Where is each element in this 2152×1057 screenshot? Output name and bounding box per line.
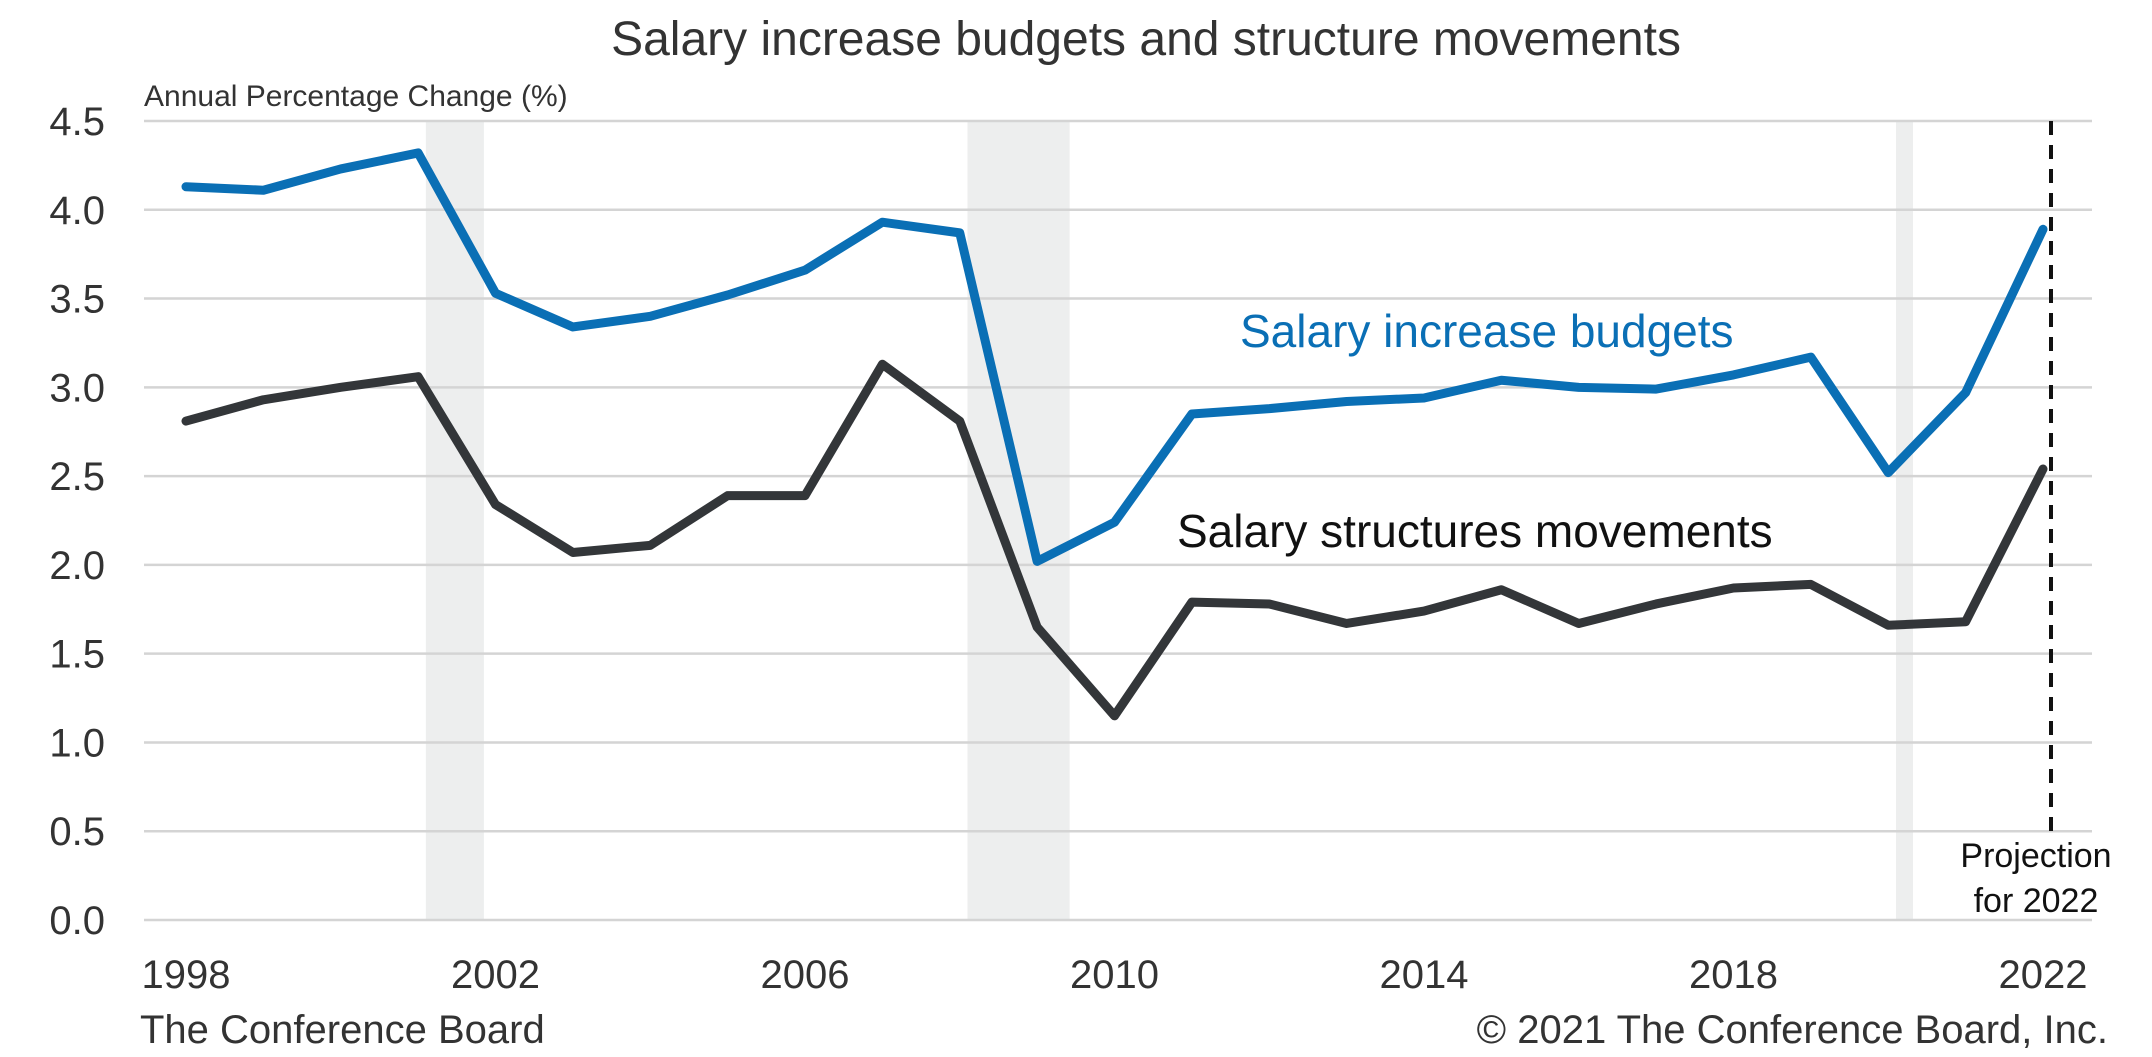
y-axis-ticks: 0.0 0.5 1.0 1.5 2.0 2.5 3.0 3.5 4.0 4.5 — [49, 100, 105, 943]
x-tick-2006: 2006 — [761, 953, 850, 997]
recession-band-1 — [425, 121, 484, 920]
x-tick-2014: 2014 — [1380, 953, 1469, 997]
series-lines — [181, 148, 2048, 721]
y-tick-0.5: 0.5 — [49, 810, 105, 854]
y-tick-2.0: 2.0 — [49, 544, 105, 588]
x-tick-1998: 1998 — [142, 953, 231, 997]
chart-title: Salary increase budgets and structure mo… — [611, 13, 1681, 66]
y-tick-0.0: 0.0 — [49, 899, 105, 943]
projection-label-line2: for 2022 — [1974, 882, 2099, 920]
series-line-salary-structures-movements — [181, 359, 2048, 721]
source-right: © 2021 The Conference Board, Inc. — [1477, 1008, 2108, 1052]
y-tick-4.0: 4.0 — [49, 189, 105, 233]
x-tick-2002: 2002 — [451, 953, 540, 997]
x-tick-2010: 2010 — [1070, 953, 1159, 997]
projection-label-line1: Projection — [1960, 837, 2111, 875]
x-tick-2018: 2018 — [1689, 953, 1778, 997]
series-label-salary-increase-budgets: Salary increase budgets — [1240, 305, 1734, 357]
x-tick-2022: 2022 — [1999, 953, 2088, 997]
source-left: The Conference Board — [140, 1008, 545, 1052]
recession-band-3 — [1895, 121, 1914, 920]
y-tick-3.5: 3.5 — [49, 278, 105, 322]
y-axis-label: Annual Percentage Change (%) — [144, 80, 568, 113]
series-line-salary-increase-budgets — [181, 148, 2048, 566]
y-tick-3.0: 3.0 — [49, 366, 105, 410]
y-tick-2.5: 2.5 — [49, 455, 105, 499]
gridlines — [144, 119, 2092, 922]
y-tick-1.0: 1.0 — [49, 721, 105, 765]
series-label-salary-structures-movements: Salary structures movements — [1177, 505, 1773, 557]
y-tick-1.5: 1.5 — [49, 633, 105, 677]
recession-band-2 — [967, 121, 1070, 920]
y-tick-4.5: 4.5 — [49, 100, 105, 144]
x-axis-ticks: 1998 2002 2006 2010 2014 2018 2022 — [142, 953, 2088, 997]
